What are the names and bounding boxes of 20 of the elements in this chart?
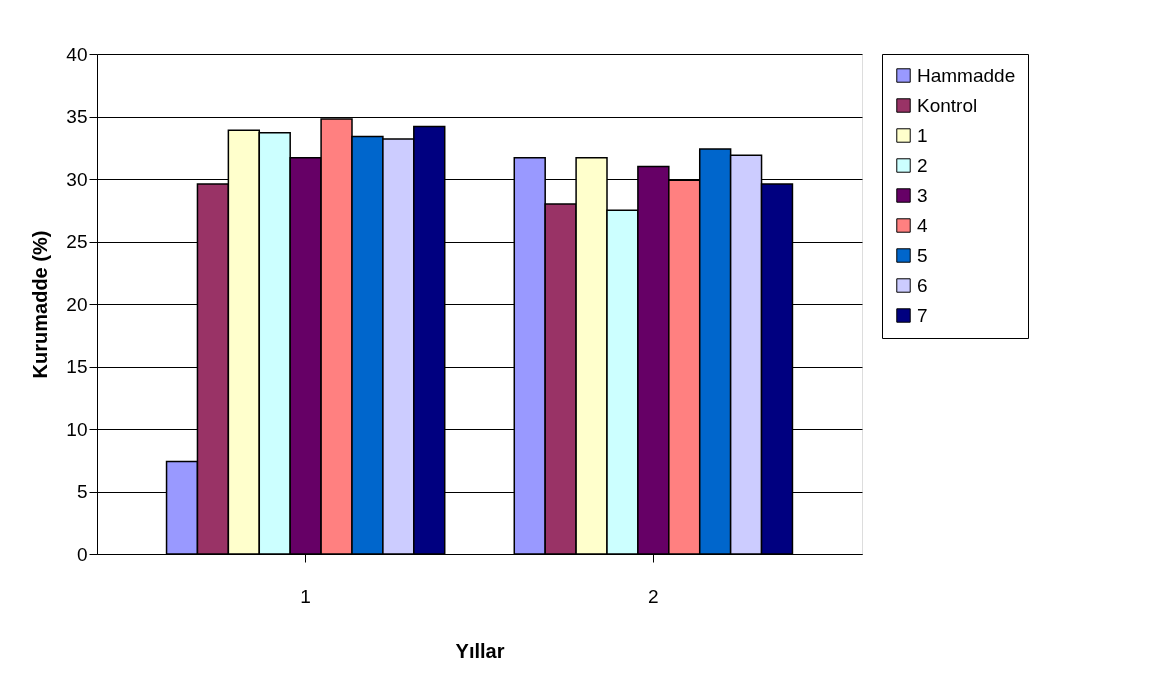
legend-label: 5 (917, 244, 928, 266)
y-tick-label: 5 (76, 481, 88, 502)
y-tick-label: 35 (66, 106, 88, 127)
legend-label: 4 (917, 214, 928, 236)
y-tick-label: 0 (76, 543, 88, 565)
y-tick-label: 25 (66, 231, 88, 252)
legend-label: 7 (917, 304, 928, 326)
y-axis-title: Kurumadde (%) (29, 230, 52, 379)
legend-label: Hammadde (917, 64, 1016, 86)
y-tick-label: 15 (66, 356, 88, 377)
legend-label: 3 (917, 184, 928, 206)
x-axis-title: Yıllar (455, 639, 505, 662)
y-tick-label: 20 (66, 293, 88, 315)
y-tick-label: 30 (66, 168, 88, 190)
legend-label: Kontrol (917, 94, 978, 116)
legend-label: 6 (917, 274, 928, 296)
legend-label: 1 (917, 124, 928, 146)
legend-label: 2 (917, 154, 928, 176)
y-tick-label: 40 (66, 43, 88, 65)
y-tick-label: 10 (66, 418, 88, 440)
